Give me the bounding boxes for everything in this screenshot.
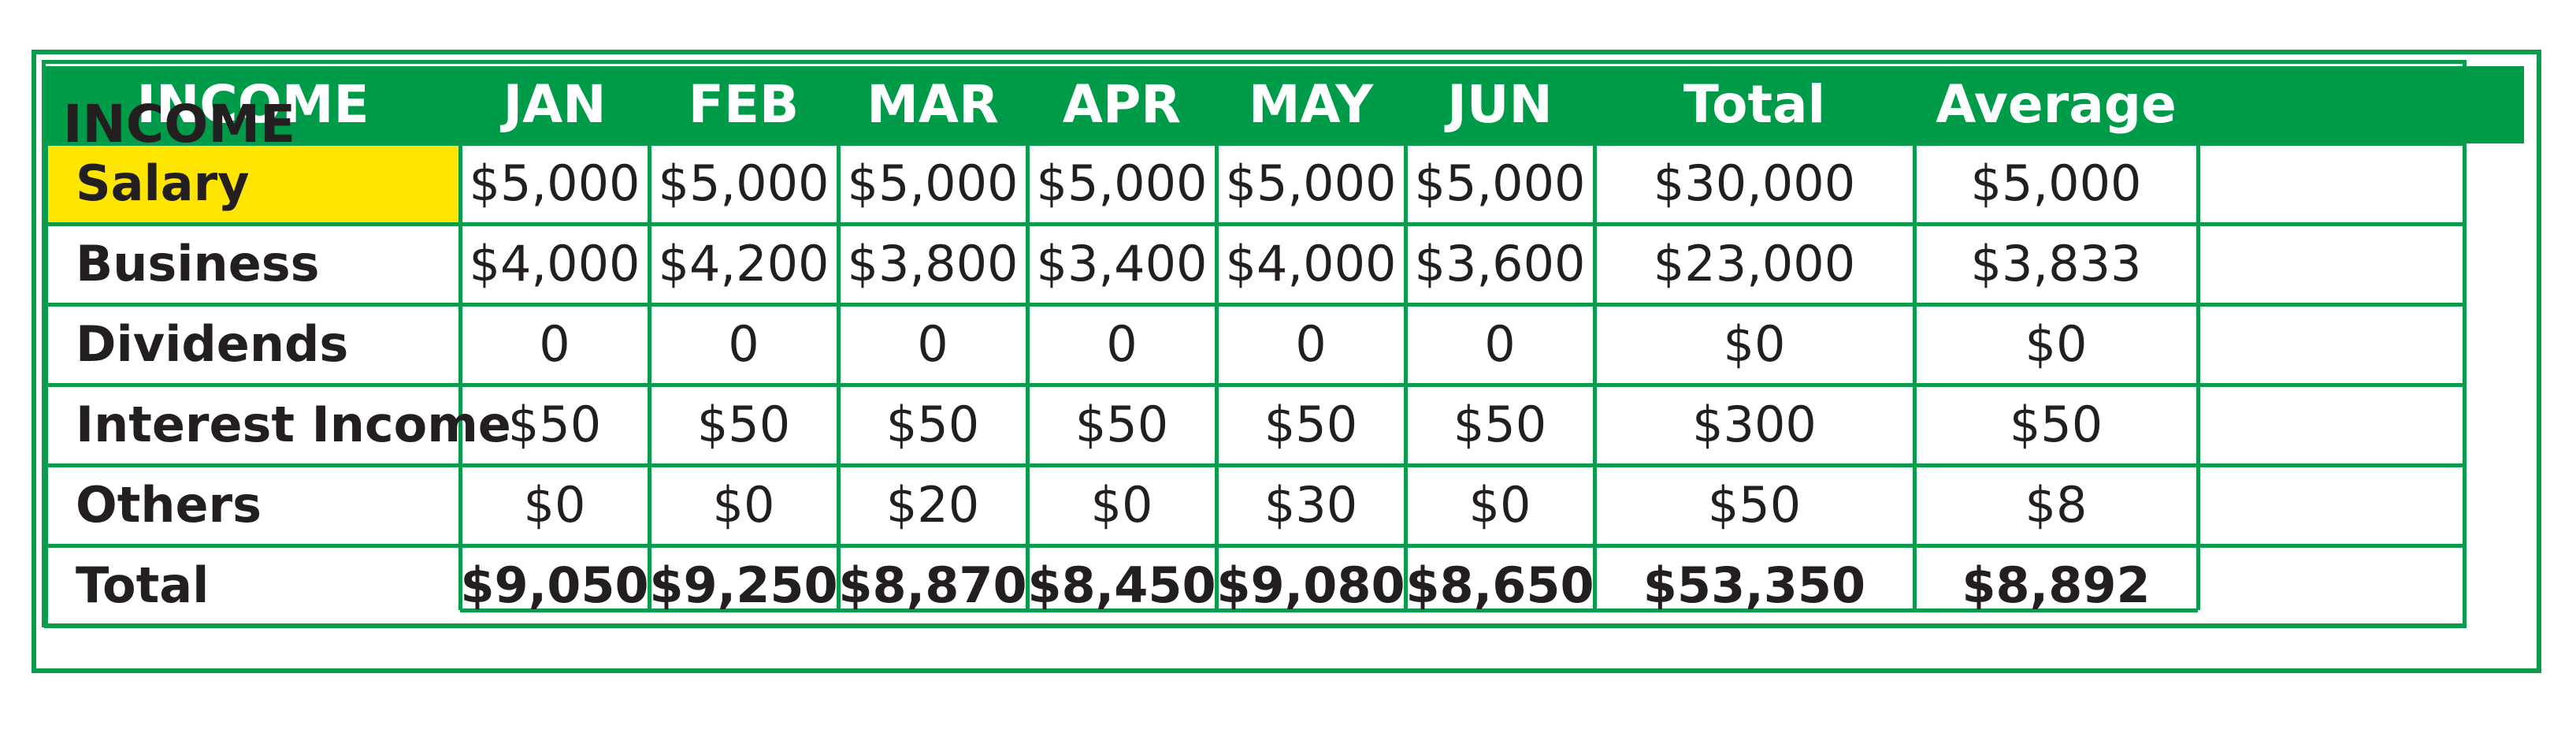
table-cell: $0 [712,476,775,534]
table-cell: $3,600 [1414,235,1586,292]
row-divider [44,383,2467,387]
table-cell: $50 [885,396,980,453]
column-divider [1404,143,1408,610]
row-divider [44,544,2467,548]
header-cell-may: MAY [1248,74,1374,135]
table-cell: $5,000 [1414,154,1586,212]
header-cell-total: Total [1683,74,1826,135]
row-divider [460,608,2198,612]
table-cell: $20 [885,476,980,534]
sheet-title: INCOME [63,94,296,154]
table-cell: $8 [2025,476,2088,534]
income-table-frame [32,50,2541,673]
header-cell-apr: APR [1062,74,1182,135]
table-cell: $3,800 [847,235,1019,292]
table-cell: $5,000 [469,154,640,212]
table-cell: $50 [1707,476,1802,534]
column-divider [1593,143,1597,610]
table-cell: $8,450 [1027,556,1216,614]
row-label-others: Others [76,476,262,534]
table-cell: $5,000 [847,154,1019,212]
table-cell: 0 [917,315,948,373]
column-divider [1215,143,1219,610]
table-cell: $23,000 [1653,235,1856,292]
table-cell: $9,250 [649,556,838,614]
salary-highlight [46,143,460,224]
table-cell: $8,650 [1405,556,1594,614]
row-label-salary: Salary [76,154,250,212]
table-cell: 0 [728,315,759,373]
column-divider [837,143,841,610]
table-cell: $0 [1723,315,1786,373]
row-divider [44,463,2467,467]
table-cell: $50 [696,396,791,453]
header-cell-feb: FEB [688,74,800,135]
header-cell-jun: JUN [1447,74,1553,135]
table-cell: $4,200 [658,235,830,292]
column-divider [458,143,462,610]
table-cell: $4,000 [469,235,640,292]
table-cell: 0 [1295,315,1327,373]
header-cell-average: Average [1936,74,2177,135]
table-cell: $50 [2009,396,2103,453]
table-cell: $5,000 [1225,154,1397,212]
table-cell: $9,080 [1216,556,1405,614]
table-cell: $5,000 [1036,154,1208,212]
table-cell: $53,350 [1642,556,1866,614]
table-cell: $5,000 [1970,154,2142,212]
row-divider [44,142,2467,146]
table-cell: $300 [1692,396,1817,453]
column-divider [1026,143,1030,610]
table-cell: $30,000 [1653,154,1856,212]
row-label-business: Business [76,235,320,292]
header-cell-mar: MAR [867,74,999,135]
table-cell: 0 [1484,315,1516,373]
row-divider [44,222,2467,226]
table-cell: $9,050 [460,556,649,614]
table-cell: $4,000 [1225,235,1397,292]
header-cell-jan: JAN [503,74,607,135]
table-cell: $5,000 [658,154,830,212]
table-cell: $8,892 [1962,556,2151,614]
table-cell: $8,870 [838,556,1027,614]
row-label-dividends: Dividends [76,315,349,373]
header-cell-income: INCOME [136,74,369,135]
column-divider [1913,143,1917,610]
table-cell: $3,400 [1036,235,1208,292]
row-label-total: Total [76,556,210,614]
table-cell: $30 [1264,476,1358,534]
table-cell: $50 [1264,396,1358,453]
table-cell: 0 [539,315,570,373]
table-cell: $0 [2025,315,2088,373]
row-label-interest-income: Interest Income [76,396,511,453]
table-cell: $50 [1075,396,1169,453]
table-cell: $0 [523,476,586,534]
table-cell: 0 [1106,315,1138,373]
row-divider [44,303,2467,307]
table-cell: $0 [1090,476,1153,534]
column-divider [648,143,651,610]
table-cell: $50 [1453,396,1547,453]
table-cell: $50 [507,396,602,453]
table-header-band [46,66,2524,143]
row-divider [44,624,2467,628]
column-divider [2196,143,2200,610]
table-cell: $0 [1468,476,1531,534]
table-cell: $3,833 [1970,235,2142,292]
